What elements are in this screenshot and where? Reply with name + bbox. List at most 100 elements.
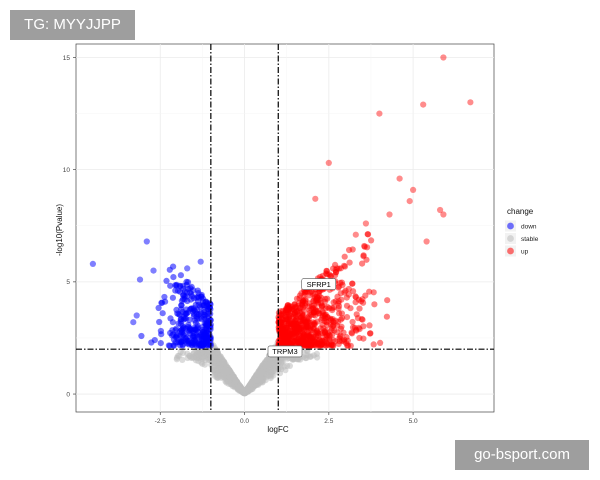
x-axis-title: logFC <box>267 425 289 434</box>
point-down <box>169 319 176 326</box>
x-tick-label: 5.0 <box>409 418 418 425</box>
point-stable <box>244 386 251 393</box>
point-up <box>300 326 307 333</box>
point-up <box>337 316 344 323</box>
point-down <box>89 260 96 267</box>
point-down <box>188 283 195 290</box>
point-up <box>325 159 332 166</box>
point-stable <box>220 366 227 373</box>
gene-annotation: SFRP1 <box>301 278 337 290</box>
point-up <box>347 342 354 349</box>
point-up <box>312 291 319 298</box>
point-up <box>300 307 308 314</box>
point-up <box>314 327 321 334</box>
y-tick-label: 10 <box>63 167 71 174</box>
point-up <box>277 323 284 330</box>
watermark-top-left: TG: MYYJJPP <box>10 10 135 40</box>
point-up <box>348 330 356 337</box>
point-up <box>283 325 290 332</box>
point-up <box>340 329 347 336</box>
gene-annotation: TRPM3 <box>267 345 303 358</box>
point-up <box>332 298 339 305</box>
point-down <box>207 310 214 318</box>
point-up <box>349 318 356 326</box>
point-down <box>150 267 157 274</box>
point-up <box>467 99 474 106</box>
point-down <box>169 294 176 301</box>
point-stable <box>264 362 271 369</box>
point-up <box>370 289 377 296</box>
point-up <box>352 231 359 238</box>
legend-label-up: up <box>521 248 529 255</box>
point-stable <box>263 372 270 379</box>
point-stable <box>273 368 280 375</box>
point-up <box>312 195 319 202</box>
point-down <box>205 326 212 333</box>
point-down <box>167 282 174 289</box>
point-up <box>360 335 367 342</box>
point-up <box>383 313 390 320</box>
point-stable <box>194 350 201 357</box>
point-down <box>155 304 162 312</box>
point-up <box>277 315 284 322</box>
point-down <box>205 317 212 324</box>
point-up <box>335 305 342 312</box>
point-down <box>192 319 199 326</box>
legend-key-up <box>507 247 514 255</box>
point-up <box>356 305 363 312</box>
point-down <box>190 313 197 320</box>
point-up <box>328 342 335 349</box>
point-up <box>334 329 341 336</box>
point-up <box>275 309 282 316</box>
point-down <box>158 299 165 306</box>
x-tick-label: 0.0 <box>240 418 249 425</box>
point-up <box>361 242 368 250</box>
point-down <box>159 310 166 317</box>
data-points <box>89 54 474 397</box>
point-up <box>306 309 313 317</box>
point-down <box>172 327 179 334</box>
point-up <box>368 237 375 244</box>
point-stable <box>201 361 208 368</box>
point-up <box>332 338 339 345</box>
point-stable <box>253 377 261 384</box>
point-up <box>360 323 367 330</box>
y-tick-label: 0 <box>66 391 70 398</box>
point-up <box>311 338 318 345</box>
legend: down stable up <box>505 220 539 257</box>
point-down <box>157 327 164 335</box>
point-down <box>185 339 192 346</box>
point-up <box>366 330 374 337</box>
point-down <box>130 319 137 326</box>
point-up <box>370 341 377 348</box>
point-down <box>195 294 202 301</box>
x-tick-label: -2.5 <box>155 418 167 425</box>
watermark-bottom-right: go-bsport.com <box>455 440 589 470</box>
point-up <box>324 321 331 329</box>
point-down <box>194 333 201 340</box>
gene-label-box <box>301 278 337 290</box>
point-stable <box>234 386 242 393</box>
point-up <box>440 211 447 218</box>
point-stable <box>226 368 233 375</box>
point-stable <box>258 368 265 375</box>
point-down <box>143 238 150 245</box>
point-up <box>335 283 342 290</box>
point-up <box>406 198 413 205</box>
point-down <box>184 265 191 272</box>
point-up <box>362 220 369 227</box>
point-up <box>338 310 345 317</box>
point-down <box>136 276 144 283</box>
point-up <box>386 211 393 218</box>
point-up <box>295 331 302 338</box>
point-down <box>170 274 177 281</box>
point-up <box>354 315 362 322</box>
point-up <box>280 330 287 337</box>
point-down <box>186 328 193 335</box>
point-up <box>440 54 447 61</box>
legend-title: change <box>507 207 534 216</box>
point-down <box>184 297 191 305</box>
legend-label-down: down <box>521 223 537 230</box>
point-up <box>332 266 339 274</box>
point-up <box>294 321 301 328</box>
